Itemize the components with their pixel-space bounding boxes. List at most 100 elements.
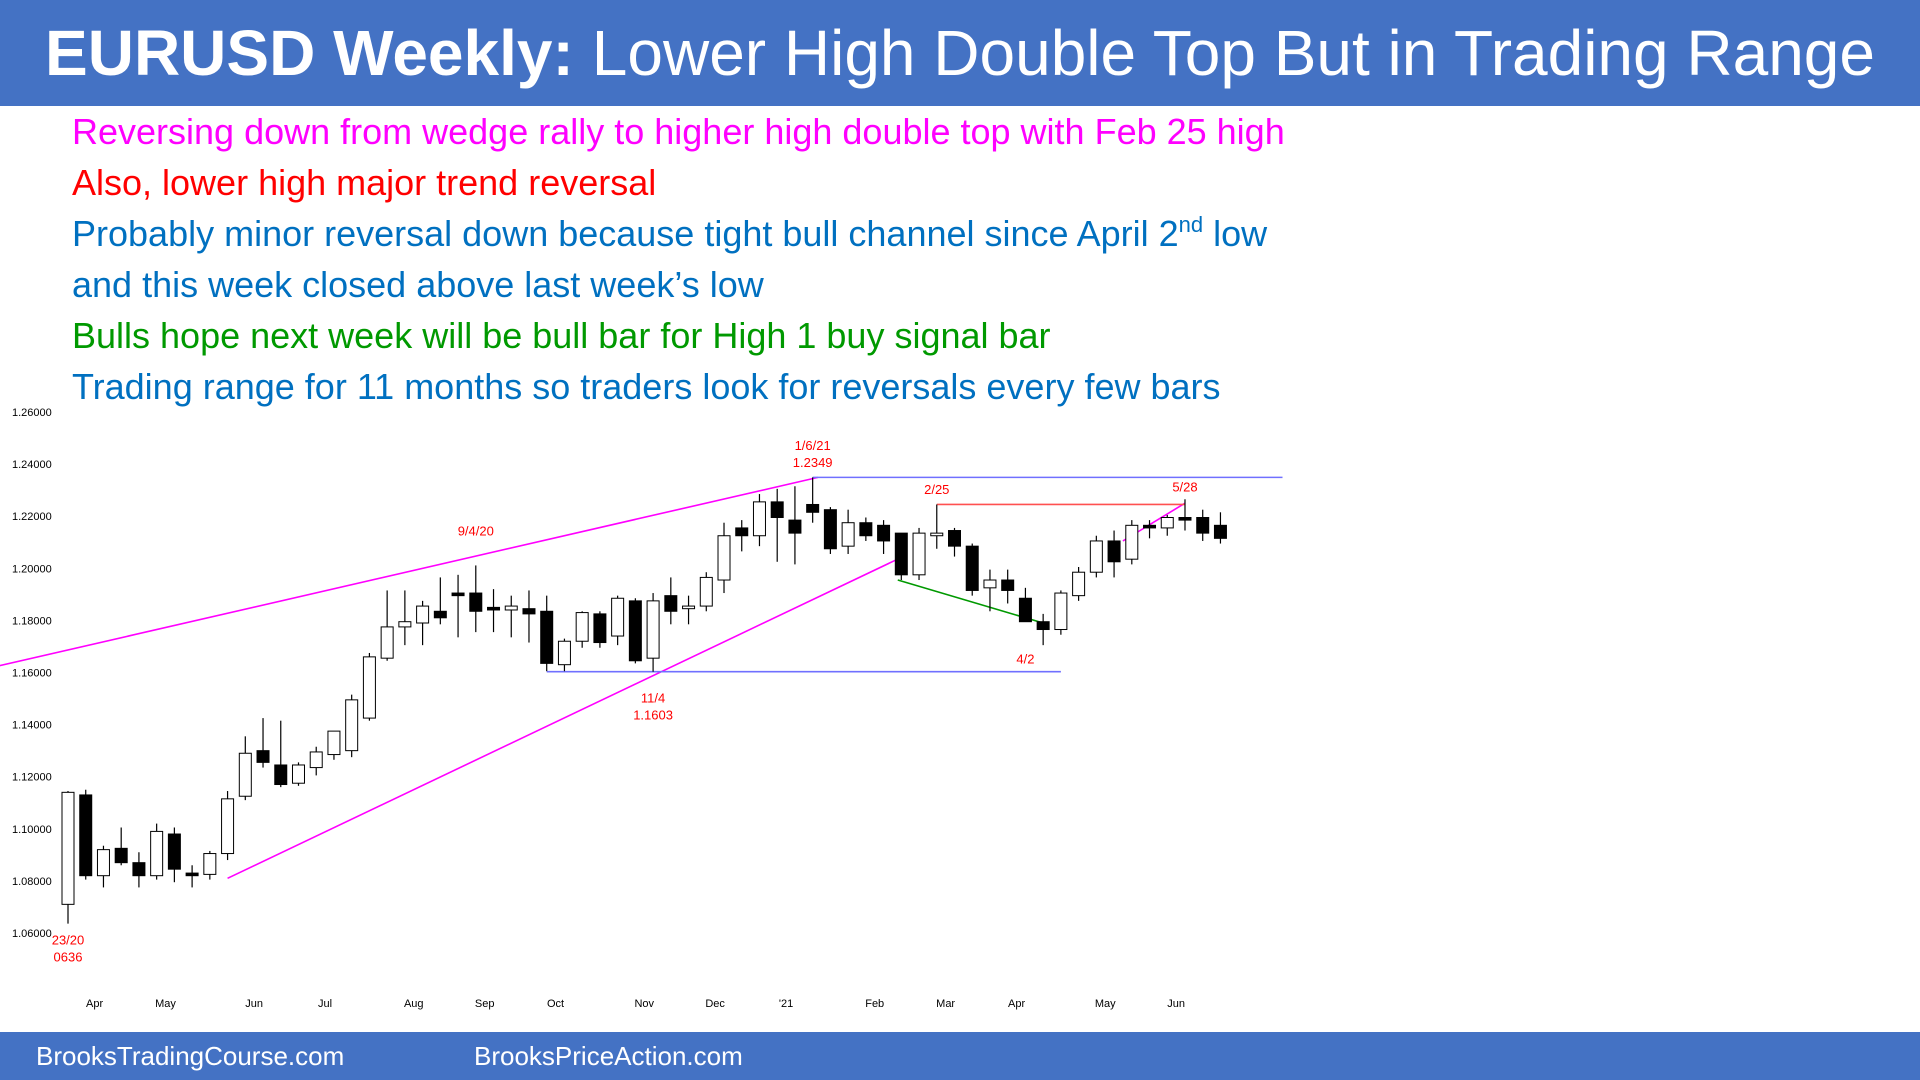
y-tick-label: 1.06000 bbox=[12, 928, 52, 940]
chart-annotation: 23/20 bbox=[52, 933, 85, 948]
commentary-list: Reversing down from wedge rally to highe… bbox=[72, 106, 1872, 412]
bull-candle bbox=[682, 605, 696, 610]
bear-candle bbox=[540, 610, 554, 664]
bull-candle bbox=[1072, 571, 1086, 597]
chart-annotation: 1.1603 bbox=[633, 707, 673, 722]
chart-annotation: 4/2 bbox=[1016, 651, 1034, 666]
trendline bbox=[227, 559, 897, 880]
bear-candle bbox=[256, 750, 270, 763]
bear-candle bbox=[185, 872, 199, 877]
bull-candle bbox=[61, 791, 75, 905]
bull-candle bbox=[345, 699, 359, 752]
y-tick-label: 1.16000 bbox=[12, 668, 52, 680]
bull-candle bbox=[309, 751, 323, 769]
bullet-3-text-end: low bbox=[1203, 213, 1268, 254]
bear-candle bbox=[593, 613, 607, 644]
x-tick-label: '21 bbox=[779, 998, 793, 1010]
bear-candle bbox=[1107, 540, 1121, 563]
bear-candle bbox=[114, 847, 128, 864]
x-tick-label: Jun bbox=[1167, 998, 1185, 1010]
bull-candle bbox=[1160, 517, 1174, 529]
y-tick-label: 1.14000 bbox=[12, 720, 52, 732]
bull-candle bbox=[912, 532, 926, 576]
bear-candle bbox=[948, 530, 961, 547]
bullet-6-text: Trading range for 11 months so traders l… bbox=[72, 366, 1221, 407]
bear-candle bbox=[965, 545, 979, 591]
bear-candle bbox=[806, 503, 820, 513]
bullet-2: Also, lower high major trend reversal bbox=[72, 157, 1872, 208]
bear-candle bbox=[1196, 517, 1210, 534]
title-text: Lower High Double Top But in Trading Ran… bbox=[591, 17, 1875, 89]
y-tick-label: 1.20000 bbox=[12, 563, 52, 575]
y-tick-label: 1.22000 bbox=[12, 511, 52, 523]
bear-candle bbox=[823, 509, 837, 550]
bull-candle bbox=[611, 597, 625, 637]
bullet-3-text: Probably minor reversal down because tig… bbox=[72, 213, 1179, 254]
bull-candle bbox=[150, 830, 164, 877]
bear-candle bbox=[167, 833, 181, 870]
chart-annotation: 1.2349 bbox=[793, 455, 833, 470]
bull-candle bbox=[1054, 592, 1068, 631]
bull-candle bbox=[398, 621, 412, 628]
bull-candle bbox=[699, 576, 713, 607]
x-tick-label: May bbox=[1095, 998, 1116, 1010]
x-tick-label: Jun bbox=[245, 998, 263, 1010]
bull-candle bbox=[575, 612, 589, 642]
bull-candle bbox=[1125, 524, 1139, 560]
bear-candle bbox=[79, 794, 93, 877]
bullet-5-text: Bulls hope next week will be bull bar fo… bbox=[72, 315, 1051, 356]
bullet-3-superscript: nd bbox=[1178, 212, 1204, 237]
bear-candle bbox=[522, 608, 536, 615]
bull-candle bbox=[221, 798, 235, 855]
x-tick-label: Mar bbox=[936, 998, 955, 1010]
y-tick-label: 1.26000 bbox=[12, 407, 52, 419]
bull-candle bbox=[504, 605, 518, 611]
bear-candle bbox=[664, 595, 678, 612]
x-tick-label: Feb bbox=[865, 998, 884, 1010]
bear-candle bbox=[132, 862, 146, 877]
bear-candle bbox=[1018, 597, 1032, 623]
bull-candle bbox=[646, 600, 660, 659]
bullet-5: Bulls hope next week will be bull bar fo… bbox=[72, 310, 1872, 361]
bear-candle bbox=[1143, 524, 1157, 529]
bull-candle bbox=[983, 579, 997, 589]
chart-annotation: 9/4/20 bbox=[458, 524, 494, 539]
x-tick-label: Apr bbox=[86, 998, 103, 1010]
bull-candle bbox=[1089, 540, 1103, 573]
bull-candle bbox=[416, 605, 430, 624]
bullet-4: and this week closed above last week’s l… bbox=[72, 259, 1872, 310]
bear-candle bbox=[877, 524, 891, 542]
bull-candle bbox=[291, 764, 305, 784]
bullet-4-text: and this week closed above last week’s l… bbox=[72, 264, 764, 305]
bullet-6: Trading range for 11 months so traders l… bbox=[72, 361, 1872, 412]
trendline bbox=[0, 476, 819, 667]
x-tick-label: Nov bbox=[634, 998, 654, 1010]
title-symbol: EURUSD Weekly: bbox=[45, 17, 574, 89]
bull-candle bbox=[841, 522, 855, 547]
x-tick-label: Sep bbox=[475, 998, 495, 1010]
bear-candle bbox=[487, 606, 501, 611]
y-tick-label: 1.18000 bbox=[12, 615, 52, 627]
x-tick-label: Aug bbox=[404, 998, 424, 1010]
x-tick-label: Jul bbox=[318, 998, 332, 1010]
x-tick-label: Oct bbox=[547, 998, 564, 1010]
bear-candle bbox=[859, 522, 873, 537]
y-tick-label: 1.10000 bbox=[12, 824, 52, 836]
bear-candle bbox=[469, 592, 483, 612]
footer-left-site: BrooksTradingCourse.com bbox=[36, 1041, 345, 1071]
bear-candle bbox=[894, 532, 908, 576]
bear-candle bbox=[788, 519, 802, 534]
bull-candle bbox=[752, 501, 766, 537]
bull-candle bbox=[930, 532, 944, 537]
y-tick-label: 1.24000 bbox=[12, 459, 52, 471]
bear-candle bbox=[1001, 579, 1015, 591]
bullet-2-text: Also, lower high major trend reversal bbox=[72, 162, 657, 203]
trendline bbox=[897, 579, 1044, 624]
slide-title: EURUSD Weekly: Lower High Double Top But… bbox=[0, 0, 1920, 106]
chart-annotation: 0636 bbox=[54, 950, 83, 965]
bear-candle bbox=[770, 501, 784, 519]
bear-candle bbox=[1036, 621, 1050, 631]
y-tick-label: 1.08000 bbox=[12, 876, 52, 888]
bull-candle bbox=[203, 853, 217, 875]
x-tick-label: May bbox=[155, 998, 176, 1010]
